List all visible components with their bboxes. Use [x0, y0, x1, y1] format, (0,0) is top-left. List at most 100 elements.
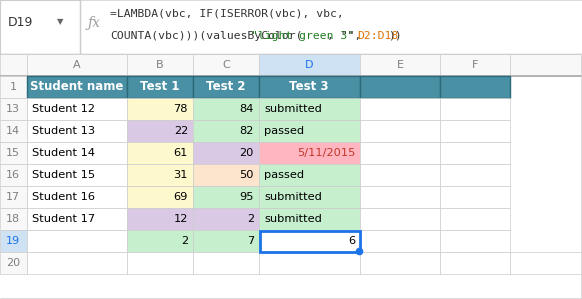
- Bar: [27, 208, 127, 230]
- Text: 16: 16: [6, 170, 20, 180]
- Bar: [127, 76, 193, 98]
- Bar: [0, 54, 27, 76]
- Text: Test 1: Test 1: [140, 80, 180, 94]
- Bar: [259, 186, 360, 208]
- Text: B: B: [156, 60, 164, 70]
- Bar: [360, 142, 440, 164]
- Bar: [510, 252, 582, 274]
- Text: 2: 2: [247, 214, 254, 224]
- Bar: [127, 186, 193, 208]
- Bar: [27, 54, 127, 76]
- Text: , "",: , "",: [327, 31, 368, 41]
- Bar: [127, 208, 193, 230]
- Bar: [193, 252, 259, 274]
- Text: 19: 19: [6, 236, 20, 246]
- Bar: [360, 208, 440, 230]
- Bar: [27, 98, 127, 120]
- Bar: [127, 252, 193, 274]
- Text: D19: D19: [8, 16, 33, 28]
- Bar: [193, 164, 259, 186]
- Bar: [0, 208, 27, 230]
- Bar: [510, 54, 582, 76]
- Bar: [193, 54, 259, 76]
- Text: "light green 3": "light green 3": [251, 31, 354, 41]
- Bar: [440, 98, 510, 120]
- Bar: [0, 98, 27, 120]
- Bar: [260, 231, 360, 251]
- Bar: [440, 76, 510, 98]
- Text: 31: 31: [173, 170, 188, 180]
- Text: D: D: [305, 60, 313, 70]
- Text: 82: 82: [240, 126, 254, 136]
- Text: 22: 22: [174, 126, 188, 136]
- Text: 14: 14: [6, 126, 20, 136]
- Bar: [360, 120, 440, 142]
- Bar: [360, 98, 440, 120]
- Bar: [193, 120, 259, 142]
- Bar: [127, 98, 193, 120]
- Text: 2: 2: [181, 236, 188, 246]
- Text: Student 17: Student 17: [32, 214, 95, 224]
- Bar: [127, 230, 193, 252]
- Text: Test 2: Test 2: [206, 80, 246, 94]
- Bar: [27, 230, 127, 252]
- Bar: [259, 164, 360, 186]
- Text: 13: 13: [6, 104, 20, 114]
- Bar: [360, 230, 440, 252]
- Text: submitted: submitted: [264, 104, 322, 114]
- Bar: [80, 0, 582, 54]
- Text: A: A: [73, 60, 81, 70]
- Text: ▼: ▼: [57, 18, 63, 27]
- Bar: [0, 164, 27, 186]
- Bar: [360, 76, 440, 98]
- Bar: [127, 120, 193, 142]
- Text: Student 15: Student 15: [32, 170, 95, 180]
- Text: Student name: Student name: [30, 80, 124, 94]
- Bar: [27, 120, 127, 142]
- Bar: [360, 252, 440, 274]
- Text: COUNTA(vbc)))(valuesByColor(: COUNTA(vbc)))(valuesByColor(: [110, 31, 303, 41]
- Bar: [259, 98, 360, 120]
- Bar: [27, 142, 127, 164]
- Bar: [360, 186, 440, 208]
- Text: 1: 1: [9, 82, 16, 92]
- Bar: [440, 230, 510, 252]
- Text: 50: 50: [240, 170, 254, 180]
- Text: Student 12: Student 12: [32, 104, 95, 114]
- Bar: [0, 142, 27, 164]
- Text: 12: 12: [173, 214, 188, 224]
- Bar: [259, 54, 360, 76]
- Text: 7: 7: [247, 236, 254, 246]
- Bar: [193, 142, 259, 164]
- Bar: [259, 252, 360, 274]
- Text: 69: 69: [173, 192, 188, 202]
- Bar: [440, 164, 510, 186]
- Bar: [0, 186, 27, 208]
- Text: Student 13: Student 13: [32, 126, 95, 136]
- Bar: [259, 76, 360, 98]
- Bar: [193, 208, 259, 230]
- Bar: [259, 120, 360, 142]
- Bar: [127, 142, 193, 164]
- Bar: [440, 142, 510, 164]
- Bar: [27, 76, 127, 98]
- Bar: [193, 230, 259, 252]
- Text: 6: 6: [348, 236, 355, 246]
- Bar: [360, 54, 440, 76]
- Text: ƒx: ƒx: [88, 16, 101, 30]
- Text: Test 3: Test 3: [289, 80, 329, 94]
- Bar: [259, 208, 360, 230]
- Text: submitted: submitted: [264, 192, 322, 202]
- Bar: [0, 0, 80, 54]
- Bar: [0, 76, 27, 98]
- Text: C: C: [222, 60, 230, 70]
- Bar: [259, 142, 360, 164]
- Bar: [0, 0, 582, 54]
- Bar: [440, 54, 510, 76]
- Bar: [27, 186, 127, 208]
- Text: 61: 61: [173, 148, 188, 158]
- Bar: [193, 76, 259, 98]
- Bar: [193, 186, 259, 208]
- Text: Student 16: Student 16: [32, 192, 95, 202]
- Bar: [0, 120, 27, 142]
